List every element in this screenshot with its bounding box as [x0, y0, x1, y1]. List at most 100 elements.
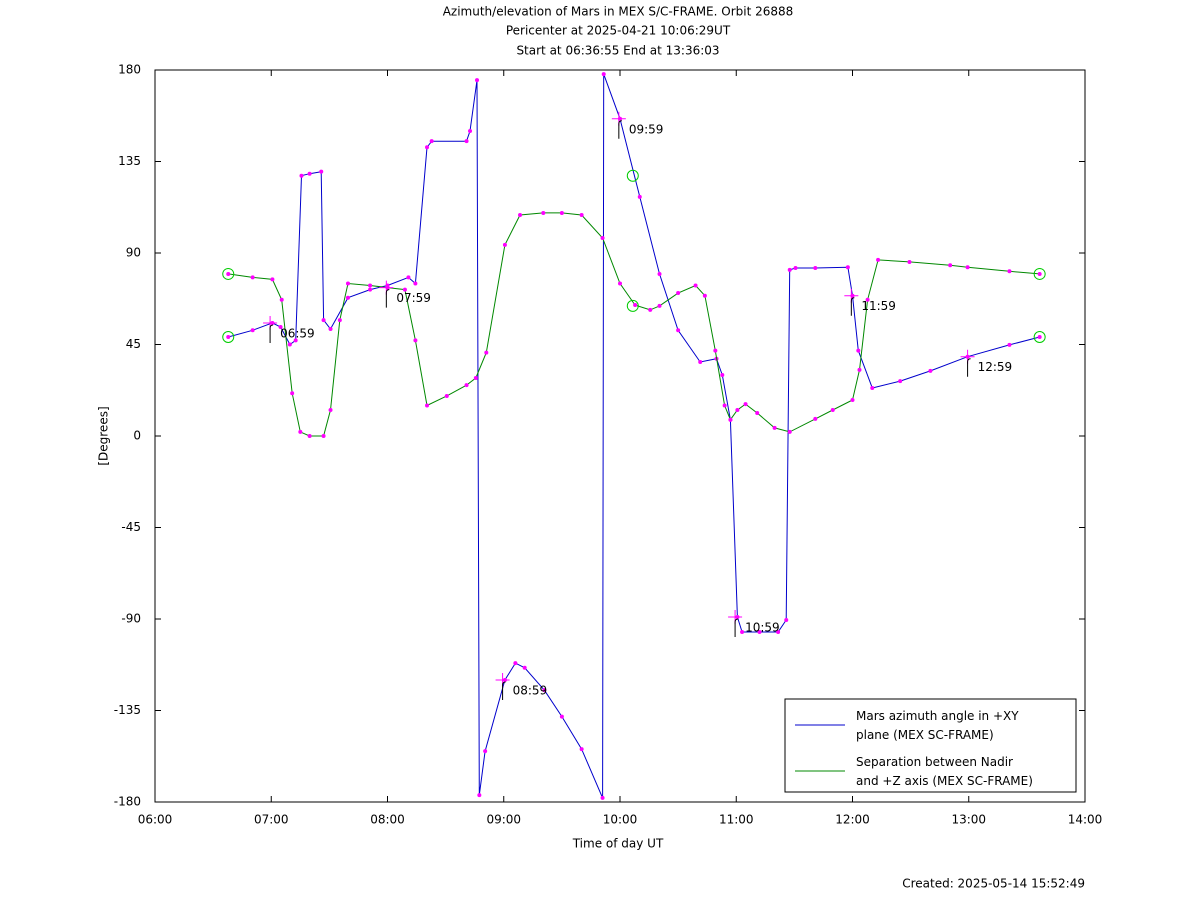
data-point [425, 145, 430, 150]
data-point [473, 376, 478, 381]
data-point [637, 194, 642, 199]
x-tick-label: 10:00 [603, 813, 638, 827]
data-point [299, 173, 304, 178]
data-point [676, 328, 681, 333]
data-point [813, 416, 818, 421]
data-point [600, 795, 605, 800]
x-tick-label: 09:00 [486, 813, 521, 827]
data-point [648, 307, 653, 312]
y-tick-label: 90 [126, 246, 141, 260]
data-point [483, 749, 488, 754]
data-point [870, 386, 875, 391]
data-point [865, 297, 870, 302]
data-point [293, 338, 298, 343]
annotation-label: 07:59 [396, 291, 431, 305]
data-point [856, 348, 861, 353]
data-point [541, 210, 546, 215]
data-point [1007, 342, 1012, 347]
data-point [226, 334, 231, 339]
data-point [948, 263, 953, 268]
data-point [728, 417, 733, 422]
data-point [618, 281, 622, 286]
y-tick-label: 180 [118, 63, 141, 77]
data-point [850, 398, 855, 403]
x-tick-label: 14:00 [1068, 813, 1103, 827]
data-point [702, 293, 707, 298]
circle-marker [222, 267, 235, 280]
data-point [290, 391, 295, 396]
data-point [270, 277, 275, 282]
data-point [787, 267, 792, 272]
chart-subtitle: Pericenter at 2025-04-21 10:06:29UT [506, 24, 731, 38]
x-tick-label: 06:00 [138, 813, 173, 827]
data-point [477, 793, 482, 798]
data-point [345, 295, 350, 300]
data-point [772, 425, 777, 430]
legend-box [784, 698, 1077, 793]
data-point [743, 402, 748, 407]
data-point [319, 169, 324, 174]
legend-label: Mars azimuth angle in +XY plane (MEX SC-F… [856, 709, 1019, 742]
data-point [757, 630, 762, 635]
series-line [228, 212, 1040, 437]
data-point [328, 327, 333, 332]
data-point [657, 271, 662, 276]
data-point [1007, 269, 1012, 274]
data-point [307, 434, 312, 438]
data-point [559, 210, 564, 215]
data-point [413, 281, 418, 286]
data-point [429, 139, 434, 144]
annotation-pointer [385, 289, 390, 308]
data-point [1037, 271, 1042, 276]
data-point [518, 212, 523, 217]
annotation-pointer [502, 681, 506, 700]
x-tick-label: 11:00 [719, 813, 754, 827]
y-tick-label: 45 [126, 337, 141, 351]
data-point [965, 265, 970, 270]
data-point [413, 338, 418, 343]
data-point [250, 328, 255, 333]
annotation-pointer [618, 120, 622, 139]
footer: Created: 2025-05-14 15:52:49 [902, 877, 1085, 891]
circle-marker [626, 299, 639, 312]
annotation-pointer [269, 324, 274, 343]
data-point [907, 259, 912, 264]
annotation-pointer [850, 297, 855, 316]
data-point [406, 275, 411, 280]
data-point [601, 72, 606, 77]
data-point [402, 287, 407, 292]
y-tick-label: -45 [121, 520, 141, 534]
x-tick-label: 12:00 [835, 813, 870, 827]
data-point [278, 325, 283, 330]
x-axis-label: Time of day UT [572, 837, 664, 851]
chart-title: Azimuth/elevation of Mars in MEX S/C-FRA… [443, 5, 794, 19]
data-point [898, 379, 903, 384]
y-tick-label: -135 [114, 703, 141, 717]
data-point [735, 407, 740, 412]
data-point [857, 367, 862, 372]
y-tick-label: 0 [133, 429, 141, 443]
data-point [279, 297, 284, 302]
data-point [776, 630, 781, 635]
x-tick-label: 07:00 [254, 813, 289, 827]
data-point [298, 429, 303, 434]
data-point [513, 661, 518, 666]
data-point [676, 291, 681, 296]
data-point [464, 139, 469, 144]
annotation-label: 09:59 [629, 122, 664, 136]
data-point [444, 393, 449, 398]
annotation-label: 06:59 [280, 326, 315, 340]
data-point [830, 407, 835, 412]
x-tick-label: 08:00 [370, 813, 405, 827]
data-point [321, 434, 326, 438]
circle-marker [626, 169, 639, 182]
chart-subtitle: Start at 06:36:55 End at 13:36:03 [516, 44, 719, 58]
legend-label: Separation between Nadir and +Z axis (MEX… [856, 755, 1033, 788]
data-point [484, 350, 489, 355]
data-point [328, 407, 333, 412]
data-point [559, 714, 564, 719]
data-point [226, 271, 231, 276]
x-tick-label: 13:00 [951, 813, 986, 827]
data-point [368, 287, 373, 292]
annotation-pointer [734, 618, 739, 637]
